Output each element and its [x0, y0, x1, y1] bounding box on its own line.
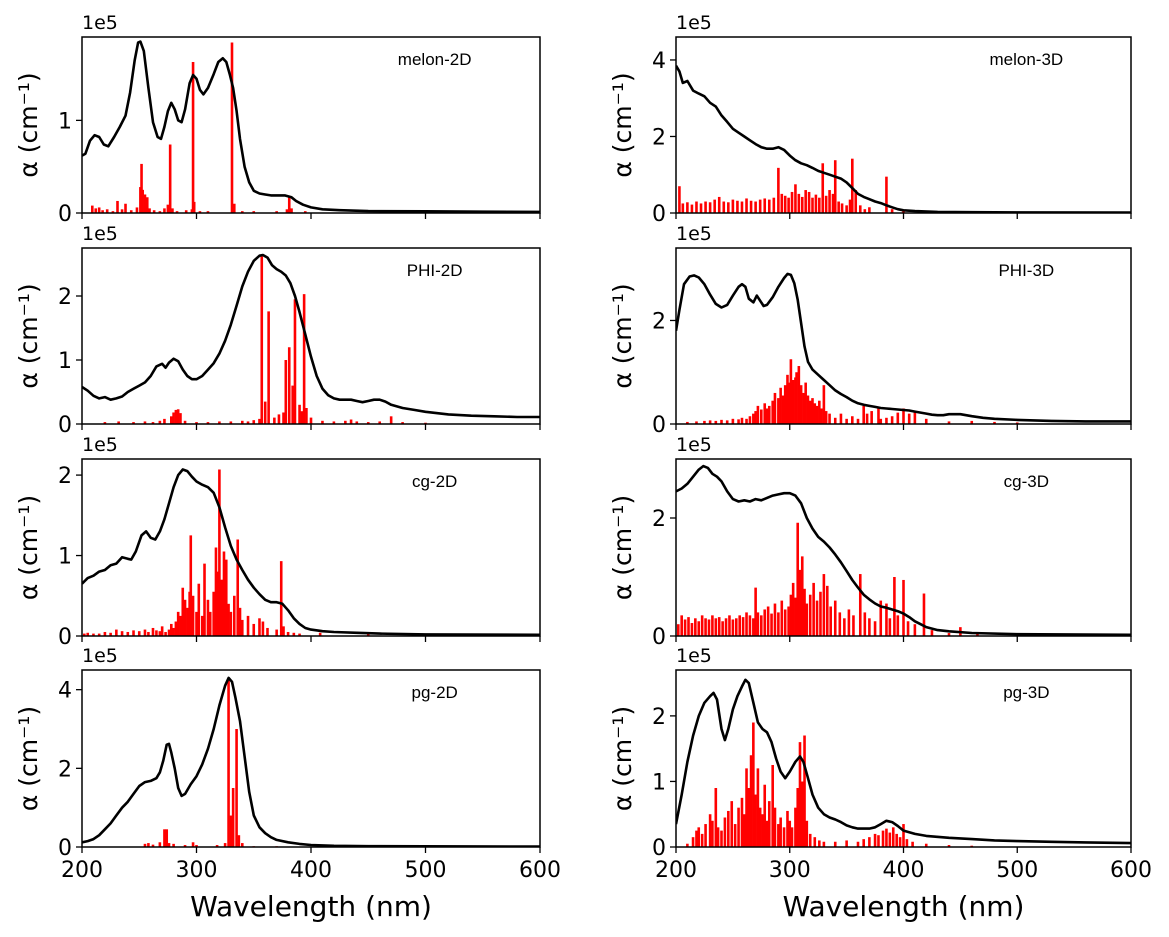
stick-series [678, 158, 905, 213]
y-axis-label: α (cm⁻¹) [14, 706, 43, 811]
x-tick-label: 400 [290, 858, 332, 883]
y-axis-label: α (cm⁻¹) [608, 495, 637, 600]
absorption-curve [82, 676, 540, 847]
panel-title: melon-3D [989, 50, 1063, 69]
y-tick-label: 4 [58, 679, 72, 704]
y-tick-label: 1 [58, 349, 72, 374]
y-tick-label: 2 [652, 705, 666, 730]
y-tick-label: 2 [652, 125, 666, 150]
y-axis-label: α (cm⁻¹) [608, 283, 637, 388]
stick-series [686, 359, 1019, 424]
y-axis-label: α (cm⁻¹) [608, 706, 637, 811]
x-tick-label: 200 [61, 858, 103, 883]
x-tick-label: 200 [655, 858, 697, 883]
y-tick-label: 0 [58, 202, 72, 227]
y-exponent-label: 1e5 [676, 645, 712, 667]
panel-pg-2d: 200 300 400 500 600 0 2 4 1e5 pg-2D α (cm⁻¹) [14, 645, 561, 883]
stick-series [91, 42, 307, 213]
y-exponent-label: 1e5 [82, 645, 118, 667]
y-axis-label: α (cm⁻¹) [14, 495, 43, 600]
panel-title: cg-3D [1004, 472, 1049, 491]
stick-series [686, 722, 974, 847]
absorption-curve [82, 468, 540, 636]
panel-melon-2d: 0 1 1e5 melon-2D α (cm⁻¹) [14, 12, 541, 227]
absorption-curve [82, 253, 540, 419]
y-tick-label: 1 [58, 109, 72, 134]
panel-title: PHI-2D [407, 261, 463, 280]
panel-title: pg-2D [412, 683, 458, 702]
y-tick-label: 2 [58, 285, 72, 310]
axes-frame [81, 247, 541, 425]
panel-cg-3d: 0 2 1e5 cg-3D α (cm⁻¹) [608, 434, 1132, 650]
axes-frame [675, 247, 1132, 425]
y-exponent-label: 1e5 [676, 434, 712, 456]
panel-phi-3d: 0 2 1e5 PHI-3D α (cm⁻¹) [608, 223, 1132, 438]
y-tick-label: 2 [58, 464, 72, 489]
y-tick-label: 0 [58, 625, 72, 650]
panel-cg-2d: 0 1 2 1e5 cg-2D α (cm⁻¹) [14, 434, 541, 650]
y-tick-label: 4 [652, 49, 666, 74]
y-tick-label: 0 [652, 413, 666, 438]
y-exponent-label: 1e5 [82, 12, 118, 34]
y-tick-label: 0 [652, 202, 666, 227]
x-axis-label: Wavelength (nm) [783, 890, 1025, 923]
y-tick-label: 0 [58, 413, 72, 438]
absorption-curve [676, 464, 1131, 636]
x-tick-label: 300 [769, 858, 811, 883]
y-axis-label: α (cm⁻¹) [14, 72, 43, 177]
y-exponent-label: 1e5 [82, 434, 118, 456]
stick-series [103, 256, 427, 424]
axes-frame [81, 669, 541, 848]
x-tick-label: 400 [883, 858, 925, 883]
y-tick-label: 0 [652, 836, 666, 861]
panel-title: PHI-3D [998, 261, 1054, 280]
absorption-curve [676, 65, 1131, 213]
x-tick-label: 300 [176, 858, 218, 883]
x-tick-label: 500 [996, 858, 1038, 883]
y-tick-label: 2 [58, 757, 72, 782]
x-tick-label: 500 [405, 858, 447, 883]
y-tick-label: 2 [652, 309, 666, 334]
x-tick-label: 600 [1110, 858, 1152, 883]
axes-frame [81, 458, 541, 637]
y-tick-label: 0 [652, 625, 666, 650]
y-tick-label: 2 [652, 507, 666, 532]
absorption-curve [82, 40, 540, 213]
panel-pg-3d: 200 300 400 500 600 0 1 2 1e5 pg-3D α (cm⁻¹) [608, 645, 1152, 883]
stick-series [82, 469, 370, 636]
absorption-curve [676, 678, 1131, 845]
panel-title: cg-2D [412, 472, 457, 491]
y-axis-label: α (cm⁻¹) [14, 283, 43, 388]
y-axis-label: α (cm⁻¹) [608, 72, 637, 177]
y-tick-label: 1 [58, 545, 72, 570]
panel-title: melon-2D [398, 50, 472, 69]
y-tick-label: 1 [652, 770, 666, 795]
absorption-curve [676, 272, 1131, 423]
panel-title: pg-3D [1003, 683, 1049, 702]
x-axis-label: Wavelength (nm) [190, 890, 432, 923]
stick-series [676, 522, 979, 636]
y-tick-label: 0 [58, 836, 72, 861]
y-exponent-label: 1e5 [676, 12, 712, 34]
y-exponent-label: 1e5 [676, 223, 712, 245]
y-exponent-label: 1e5 [82, 223, 118, 245]
panel-melon-3d: 0 2 4 1e5 melon-3D α (cm⁻¹) [608, 12, 1132, 227]
x-tick-label: 600 [519, 858, 561, 883]
panel-phi-2d: 0 1 2 1e5 PHI-2D α (cm⁻¹) [14, 223, 541, 438]
